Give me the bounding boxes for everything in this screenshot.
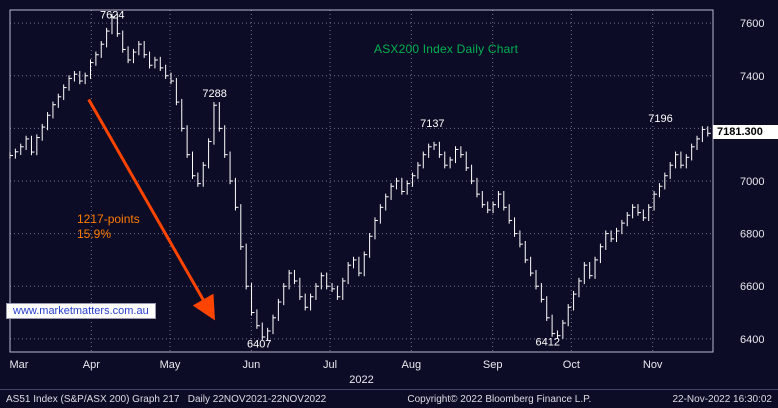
y-axis-tick-label: 7000 xyxy=(740,176,764,188)
x-axis-month-label: Nov xyxy=(643,359,663,371)
point-label-7288: 7288 xyxy=(202,88,226,100)
x-axis-month-label: Jul xyxy=(323,359,337,371)
x-axis-year-label: 2022 xyxy=(349,374,373,386)
point-label-6407: 6407 xyxy=(247,338,271,350)
y-axis-tick-label: 7400 xyxy=(740,71,764,83)
status-bar: AS51 Index (S&P/ASX 200) Graph 217 Daily… xyxy=(0,389,778,408)
y-axis-tick-label: 6600 xyxy=(740,281,764,293)
drop-annotation: 1217-points 15.9% xyxy=(77,212,140,242)
point-label-6412: 6412 xyxy=(536,336,560,348)
drop-annotation-percent: 15.9% xyxy=(77,227,112,241)
x-axis-month-label: Apr xyxy=(83,359,100,371)
marketmatters-watermark-link[interactable]: www.marketmatters.com.au xyxy=(6,303,156,319)
x-axis-month-label: Sep xyxy=(483,359,503,371)
status-bar-timestamp: 22-Nov-2022 16:30:02 xyxy=(672,393,772,405)
x-axis-month-label: Oct xyxy=(563,359,580,371)
x-axis-month-label: Jun xyxy=(242,359,260,371)
y-axis-tick-label: 6400 xyxy=(740,334,764,346)
chart-title: ASX200 Index Daily Chart xyxy=(374,42,519,56)
point-label-7137: 7137 xyxy=(420,118,444,130)
plot-border xyxy=(9,9,714,353)
drop-annotation-points: 1217-points xyxy=(77,212,140,226)
x-axis-month-label: Mar xyxy=(10,359,29,371)
y-axis-tick-label: 7600 xyxy=(740,18,764,30)
decline-arrow xyxy=(87,98,215,321)
status-bar-copyright: Copyright© 2022 Bloomberg Finance L.P. xyxy=(407,393,592,405)
point-label-7196: 7196 xyxy=(648,113,672,125)
x-axis-month-label: Aug xyxy=(402,359,422,371)
last-price-tag: 7181.300 xyxy=(713,125,778,139)
point-label-7624: 7624 xyxy=(100,9,124,21)
y-axis-tick-label: 6800 xyxy=(740,229,764,241)
x-axis-month-label: May xyxy=(160,359,181,371)
price-chart: 6400660068007000720074007600MarAprMayJun… xyxy=(9,9,764,386)
status-bar-security-info: AS51 Index (S&P/ASX 200) Graph 217 Daily… xyxy=(6,393,327,405)
